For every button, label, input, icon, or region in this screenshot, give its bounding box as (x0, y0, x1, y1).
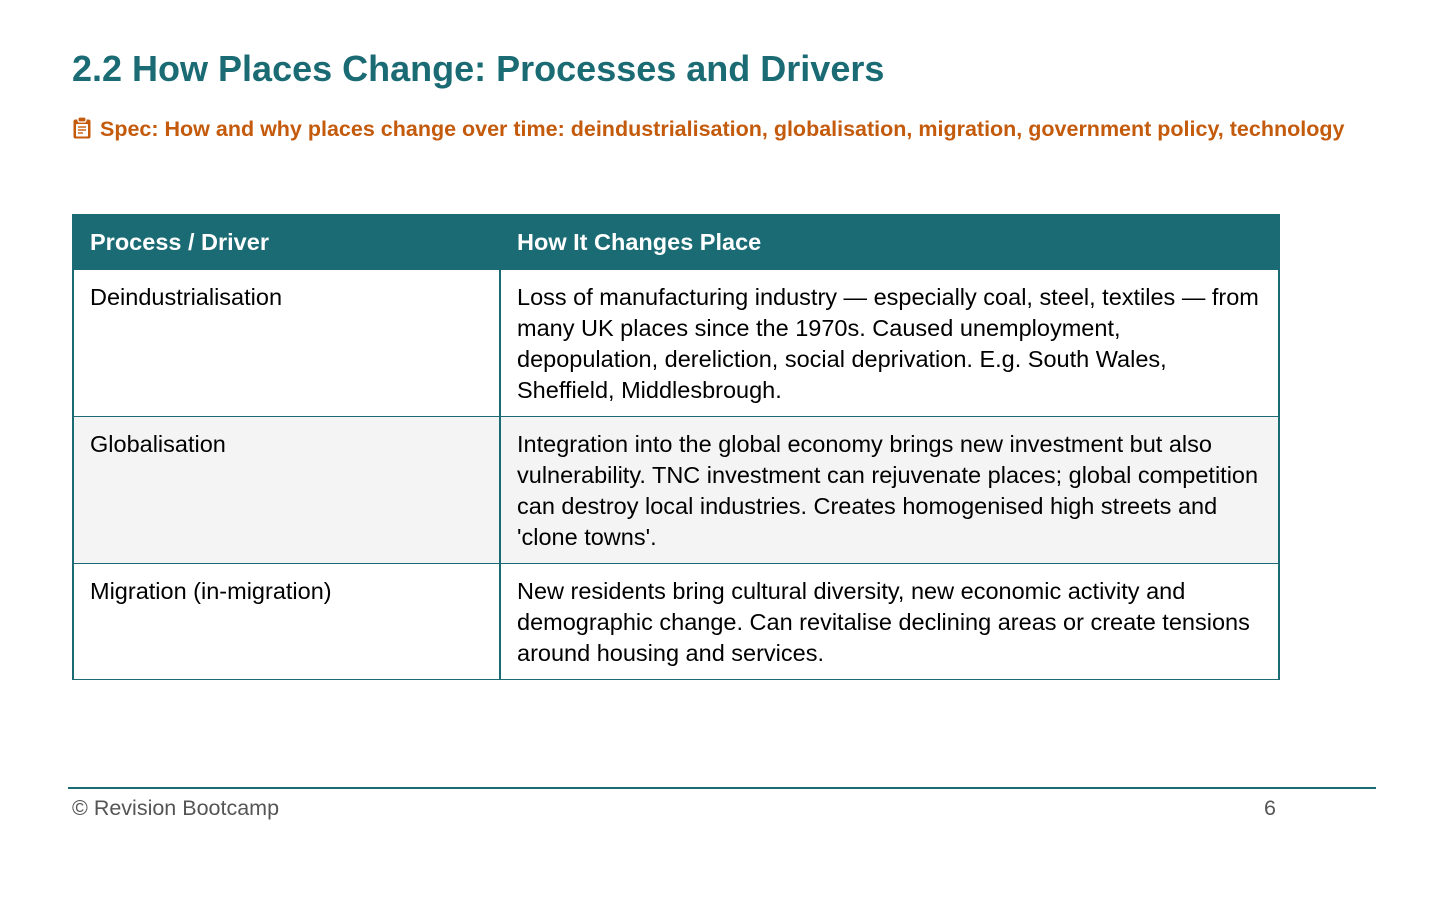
column-header-driver: Process / Driver (72, 214, 501, 270)
column-header-effect: How It Changes Place (499, 214, 1280, 270)
effect-cell: Integration into the global economy brin… (499, 416, 1280, 564)
page-number: 6 (1264, 796, 1276, 820)
table-header-row: Process / Driver How It Changes Place (72, 214, 1280, 270)
table-row: Deindustrialisation Loss of manufacturin… (72, 268, 1280, 417)
driver-cell: Migration (in-migration) (72, 563, 501, 680)
spec-text: Spec: How and why places change over tim… (100, 117, 1345, 141)
table-row: Globalisation Integration into the globa… (72, 416, 1280, 564)
driver-cell: Deindustrialisation (72, 268, 501, 417)
table-row: Migration (in-migration) New residents b… (72, 563, 1280, 680)
driver-cell: Globalisation (72, 416, 501, 564)
effect-cell: Loss of manufacturing industry — especia… (499, 268, 1280, 417)
page-title: 2.2 How Places Change: Processes and Dri… (72, 48, 885, 89)
footer-divider (68, 787, 1376, 789)
drivers-table: Process / Driver How It Changes Place De… (72, 214, 1280, 680)
clipboard-icon (73, 116, 91, 139)
spec-note: Spec: How and why places change over tim… (72, 115, 1382, 144)
effect-cell: New residents bring cultural diversity, … (499, 563, 1280, 680)
footer-copyright: © Revision Bootcamp (72, 796, 280, 820)
